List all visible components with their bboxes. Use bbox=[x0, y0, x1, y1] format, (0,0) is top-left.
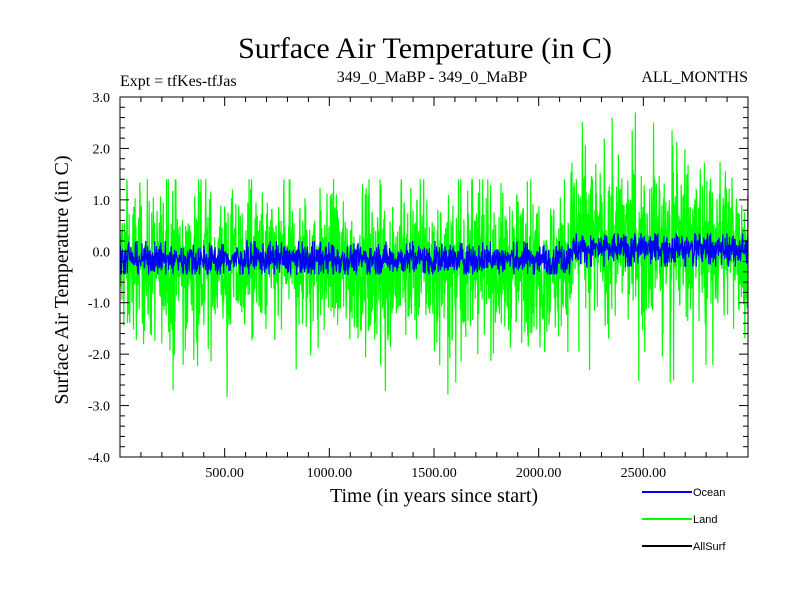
y-tick-label: 1.0 bbox=[93, 194, 111, 209]
chart-subtitle-center: 349_0_MaBP - 349_0_MaBP bbox=[337, 69, 528, 86]
legend-label-ocean: Ocean bbox=[693, 487, 725, 499]
plot-series bbox=[119, 112, 749, 398]
y-tick-label: 0.0 bbox=[93, 245, 111, 260]
legend: Ocean Land AllSurf bbox=[642, 487, 726, 553]
y-tick-label: 2.0 bbox=[93, 142, 111, 157]
x-tick-label: 2500.00 bbox=[621, 466, 667, 481]
x-tick-label: 500.00 bbox=[205, 466, 244, 481]
x-tick-label: 1500.00 bbox=[411, 466, 457, 481]
y-tick-label: -4.0 bbox=[88, 451, 110, 466]
y-axis-label: Surface Air Temperature (in C) bbox=[51, 155, 73, 404]
x-tick-label: 1000.00 bbox=[307, 466, 353, 481]
legend-label-land: Land bbox=[693, 514, 717, 526]
legend-label-allsurf: AllSurf bbox=[693, 541, 726, 553]
series-line-ocean bbox=[119, 233, 749, 276]
y-tick-label: -1.0 bbox=[88, 297, 110, 312]
y-tick-label: -2.0 bbox=[88, 348, 110, 363]
y-tick-label: -3.0 bbox=[88, 400, 110, 415]
y-tick-label: 3.0 bbox=[93, 91, 111, 106]
chart-title: Surface Air Temperature (in C) bbox=[238, 32, 612, 65]
x-tick-label: 2000.00 bbox=[516, 466, 562, 481]
chart-subtitle-left: Expt = tfKes-tfJas bbox=[120, 73, 237, 90]
axes: 500.00 1000.00 1500.00 2000.00 2500.00 3.0 2.0… bbox=[88, 91, 749, 481]
x-axis-label: Time (in years since start) bbox=[330, 485, 538, 507]
chart-subtitle-right: ALL_MONTHS bbox=[641, 69, 748, 86]
